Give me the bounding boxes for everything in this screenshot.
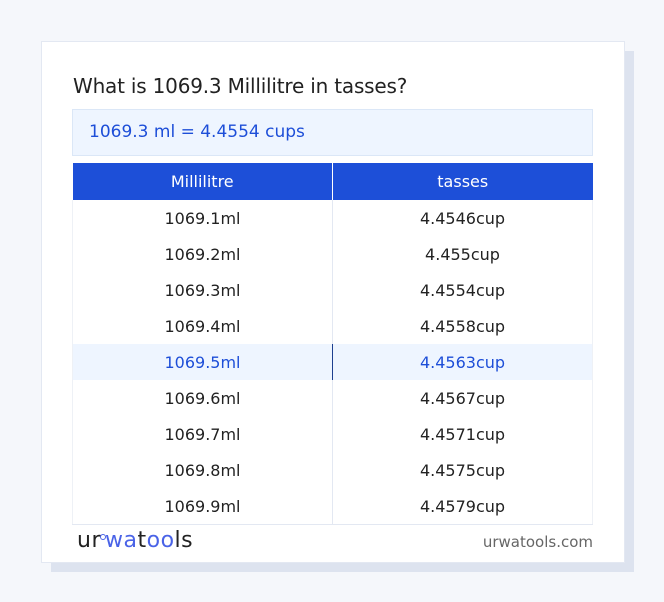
millilitre-cell: 1069.2ml <box>72 236 333 272</box>
conversion-table: Millilitre tasses 1069.1ml 4.4546cup 1069.… <box>72 163 593 525</box>
table-row: 1069.1ml 4.4546cup <box>72 200 593 236</box>
column-header-tasses: tasses <box>332 163 593 200</box>
table-row: 1069.5ml 4.4563cup <box>72 344 593 380</box>
tasses-cell: 4.4554cup <box>419 280 506 300</box>
millilitre-cell: 1069.3ml <box>72 272 333 308</box>
site-link[interactable]: urwatools.com <box>482 533 593 551</box>
result-box: 1069.3 ml = 4.4554 cups <box>72 109 593 156</box>
millilitre-cell: 1069.7ml <box>72 416 333 452</box>
millilitre-cell: 1069.6ml <box>72 380 333 416</box>
millilitre-cell: 1069.9ml <box>72 488 333 525</box>
table-row: 1069.7ml 4.4571cup <box>72 416 593 452</box>
table-row: 1069.6ml 4.4567cup <box>72 380 593 416</box>
table-row: 1069.4ml 4.4558cup <box>72 308 593 344</box>
table-row: 1069.8ml 4.4575cup <box>72 452 593 488</box>
page-title: What is 1069.3 Millilitre in tasses? <box>73 74 408 98</box>
millilitre-cell: 1069.1ml <box>72 200 333 236</box>
tasses-cell: 4.4571cup <box>419 424 506 444</box>
table-row: 1069.2ml 4.455cup <box>72 236 593 272</box>
millilitre-cell: 1069.4ml <box>72 308 333 344</box>
millilitre-cell: 1069.5ml <box>72 344 333 380</box>
tasses-cell: 4.4567cup <box>419 388 506 408</box>
tasses-cell: 4.4558cup <box>419 316 506 336</box>
urwatools-logo[interactable]: ur watools <box>77 528 194 553</box>
tasses-cell: 4.4575cup <box>419 460 506 480</box>
table-row: 1069.9ml 4.4579cup <box>72 488 593 525</box>
tasses-cell: 4.4546cup <box>419 208 506 228</box>
tasses-cell: 4.4563cup <box>332 344 593 380</box>
column-header-millilitre: Millilitre <box>72 163 333 200</box>
table-row: 1069.3ml 4.4554cup <box>72 272 593 308</box>
result-text: 1069.3 ml = 4.4554 cups <box>89 122 305 142</box>
millilitre-cell: 1069.8ml <box>72 452 333 488</box>
conversion-card: What is 1069.3 Millilitre in tasses? 106… <box>41 41 625 563</box>
tasses-cell: 4.4579cup <box>419 496 506 516</box>
tasses-cell: 4.455cup <box>425 244 500 264</box>
table-header-row: Millilitre tasses <box>72 163 593 200</box>
